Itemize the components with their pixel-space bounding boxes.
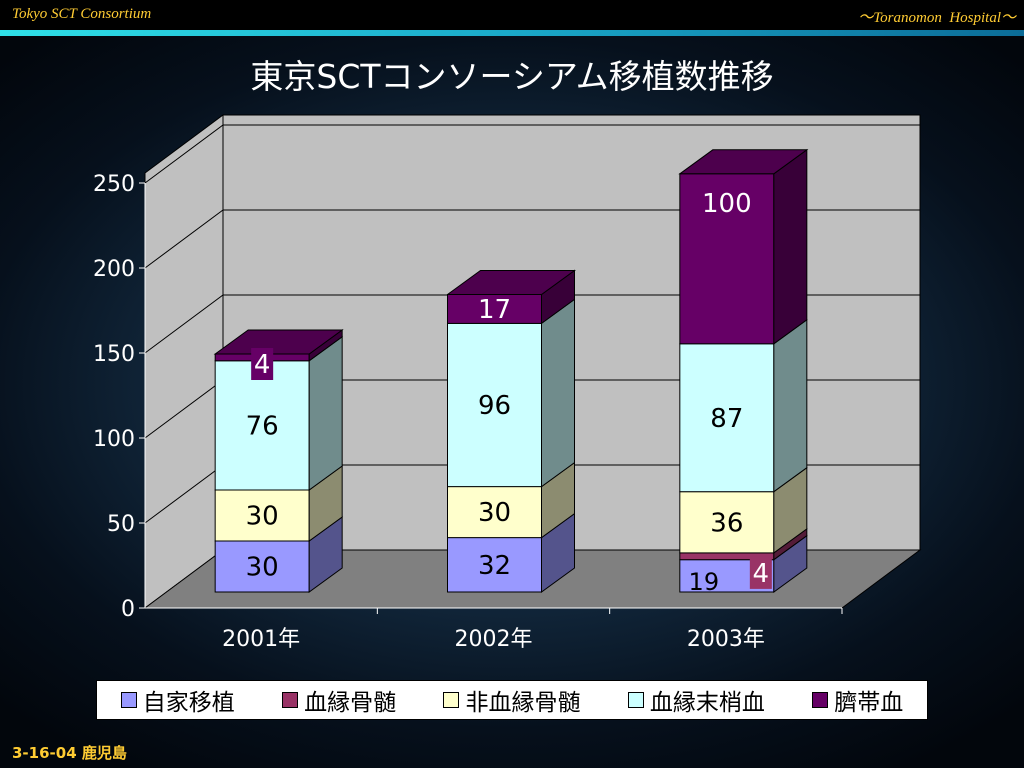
y-tick-label: 0 [121, 597, 135, 622]
bar-segment [447, 322, 542, 488]
gridline [144, 124, 920, 184]
y-tick-label: 150 [93, 342, 135, 367]
data-label: 87 [710, 404, 743, 434]
data-label: 17 [478, 295, 511, 325]
bar-segment [447, 294, 542, 324]
chart-labels: 2001年 30 30 76 4 2002年 32 30 96 17 2003年 19 4 36 87 100 [222, 189, 772, 652]
data-label: 96 [478, 391, 511, 421]
data-label-box [749, 556, 772, 589]
legend-item: 血縁末梢血 [627, 683, 765, 717]
data-label: 36 [710, 508, 743, 538]
bar-segment [679, 343, 775, 493]
y-tick-label: 50 [107, 512, 135, 537]
bar-segment [679, 491, 775, 554]
data-label: 30 [478, 498, 511, 528]
footer-text: 3-16-04 鹿児島 [12, 744, 127, 762]
bar-segment-side [541, 298, 575, 488]
bar-segment-side [773, 148, 808, 345]
chart-axes: 0 50 100 150 200 250 [93, 172, 843, 622]
chart-title: 東京SCTコンソーシアム移植数推移 [250, 57, 774, 96]
data-label: 4 [753, 559, 770, 589]
bar-segment-side [308, 335, 343, 491]
bar-segment [447, 537, 542, 593]
data-label: 19 [689, 568, 720, 596]
bar-segment [679, 173, 775, 345]
data-label: 32 [478, 551, 511, 581]
x-tick-label: 2003年 [687, 627, 765, 652]
bar-segment-side [773, 318, 808, 493]
data-label: 76 [246, 411, 279, 441]
header-left-text: Tokyo SCT Consortium [12, 6, 152, 22]
bar-top [213, 329, 344, 355]
bar-top [678, 149, 809, 175]
header-bar [0, 0, 1024, 30]
legend-swatch [627, 692, 644, 708]
legend-label: 臍帯血 [834, 690, 904, 716]
data-label: 100 [702, 189, 752, 219]
legend-label: 非血縁骨髄 [465, 690, 581, 716]
legend-swatch [282, 692, 299, 708]
header-accent-line [0, 30, 1024, 36]
bar-top [445, 270, 577, 295]
legend-swatch [812, 692, 829, 708]
chart-legend: 自家移植 血縁骨髄 非血縁骨髄 血縁末梢血 臍帯血 [96, 680, 928, 720]
bar-segment [447, 486, 542, 539]
x-tick-label: 2002年 [455, 627, 533, 652]
x-tick-label: 2001年 [222, 627, 300, 652]
y-tick-label: 100 [93, 427, 135, 452]
side-wall [144, 114, 224, 609]
legend-swatch [443, 692, 460, 708]
legend-label: 自家移植 [142, 690, 235, 716]
legend-item: 非血縁骨髄 [443, 683, 580, 717]
legend-item: 血縁骨髄 [282, 683, 396, 717]
chart-bars [213, 148, 809, 593]
bar-segment [214, 489, 310, 542]
data-label: 30 [246, 502, 279, 532]
data-label: 30 [246, 553, 279, 583]
data-label-box [251, 348, 274, 380]
legend-item: 臍帯血 [812, 683, 903, 717]
legend-label: 血縁骨髄 [304, 690, 397, 716]
bar-segment [214, 360, 310, 491]
y-tick-label: 250 [93, 172, 135, 197]
legend-label: 血縁末梢血 [649, 690, 765, 716]
bar-segment [214, 540, 310, 593]
y-tick-label: 200 [93, 257, 135, 282]
legend-swatch [120, 692, 137, 708]
data-label: 4 [254, 350, 271, 380]
legend-item: 自家移植 [120, 683, 235, 717]
header-right-text: ～Toranomon Hospital～ [858, 10, 1016, 26]
